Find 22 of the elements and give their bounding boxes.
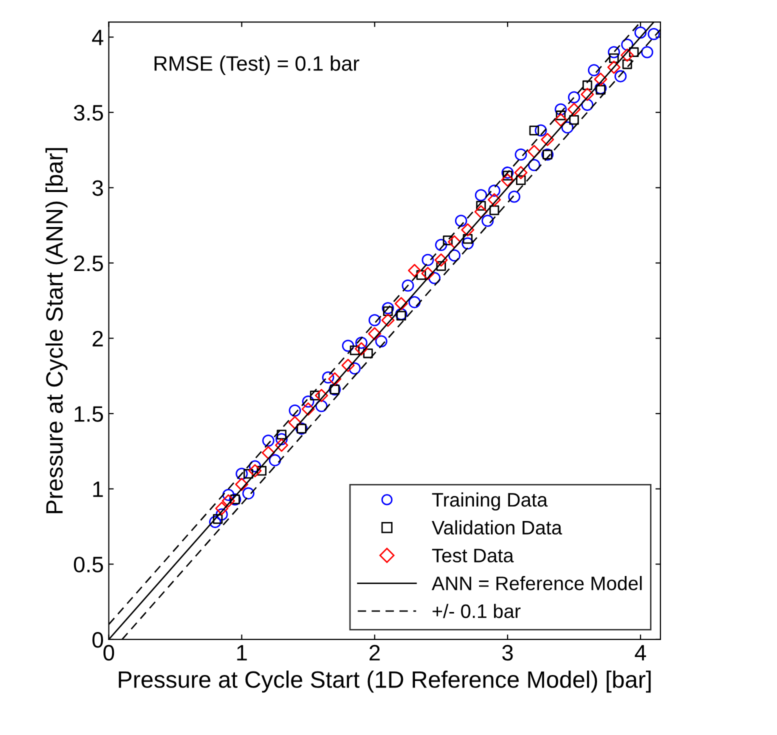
- x-tick-label: 1: [237, 645, 247, 660]
- y-axis-title: Pressure at Cycle Start (ANN) [bar]: [45, 148, 68, 514]
- x-tick-label: 0: [103, 644, 114, 661]
- legend-label: Test Data: [432, 548, 514, 562]
- y-tick-label: 1.5: [74, 406, 103, 422]
- y-tick-label: 2: [92, 330, 103, 346]
- y-tick-label: 4: [92, 30, 104, 46]
- y-tick-label: 2.5: [74, 256, 103, 272]
- y-tick-label: 3.5: [74, 104, 103, 121]
- legend-label: Training Data: [432, 492, 548, 511]
- x-tick-label: 4: [634, 645, 646, 660]
- x-axis-title: Pressure at Cycle Start (1D Reference Model) [bar]: [118, 670, 651, 693]
- x-tick-label: 3: [502, 644, 513, 661]
- legend-label: Validation Data: [432, 520, 562, 535]
- legend-label: +/- 0.1 bar: [432, 604, 521, 618]
- x-tick-label: 2: [370, 644, 380, 660]
- y-tick-label: 0: [92, 632, 104, 648]
- y-tick-label: 0.5: [74, 556, 103, 572]
- y-tick-label: 3: [92, 180, 103, 196]
- y-tick-label: 1: [93, 482, 103, 497]
- annotation: RMSE (Test) = 0.1 bar: [154, 56, 360, 75]
- legend-label: ANN = Reference Model: [432, 576, 642, 590]
